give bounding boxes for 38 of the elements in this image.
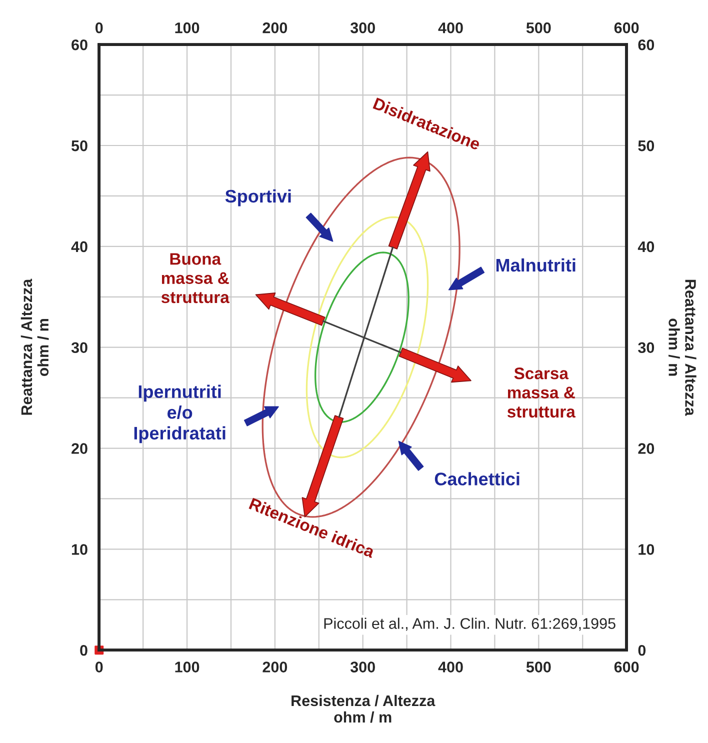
x2-tick-label: 600 (614, 662, 639, 672)
annotation: Sportivi (225, 189, 291, 206)
x-tick-label: 300 (350, 22, 375, 34)
x-tick-label: 200 (262, 22, 288, 34)
y2-tick-label: 0 (638, 644, 646, 656)
y-axis-title: Reattanza / Altezza ohm / m (20, 278, 49, 415)
annotation: Scarsa massa & struttura (507, 367, 576, 418)
x-tick-label: 500 (526, 22, 551, 34)
x-tick-label: 0 (95, 22, 103, 34)
y2-tick-label: 20 (638, 443, 654, 454)
y-tick-label: 60 (72, 39, 88, 50)
x-tick-label: 600 (614, 22, 639, 34)
annotation: Cachettici (434, 472, 520, 486)
y-tick-label: 40 (71, 241, 88, 252)
y-tick-label: 10 (72, 544, 88, 555)
x2-tick-label: 0 (95, 662, 103, 672)
y2-axis-title: Reattanza / Altezza ohm / m (668, 280, 696, 416)
y2-tick-label: 40 (638, 241, 654, 252)
x2-tick-label: 300 (350, 662, 375, 672)
annotation: Malnutriti (496, 258, 576, 272)
x2-tick-label: 500 (526, 662, 551, 672)
y2-tick-label: 30 (638, 342, 654, 354)
annotation: Ipernutriti e/o Iperidratati (134, 384, 226, 444)
y-tick-label: 0 (80, 644, 88, 656)
y-tick-label: 30 (71, 342, 88, 354)
x-tick-label: 100 (175, 22, 200, 34)
annotation: Piccoli et al., Am. J. Clin. Nutr. 61:269,1995 (324, 618, 616, 631)
x2-tick-label: 100 (175, 662, 200, 672)
x2-tick-label: 400 (438, 662, 463, 672)
x-axis-title: Resistenza / Altezza ohm / m (292, 694, 436, 723)
y-tick-label: 20 (72, 443, 88, 454)
y2-tick-label: 10 (638, 544, 654, 555)
x-tick-label: 400 (438, 22, 463, 34)
annotation: Buona massa & struttura (161, 253, 230, 304)
y-tick-label: 50 (71, 140, 88, 152)
x2-tick-label: 200 (262, 662, 288, 672)
y2-tick-label: 50 (638, 140, 654, 152)
y2-tick-label: 60 (638, 39, 654, 50)
